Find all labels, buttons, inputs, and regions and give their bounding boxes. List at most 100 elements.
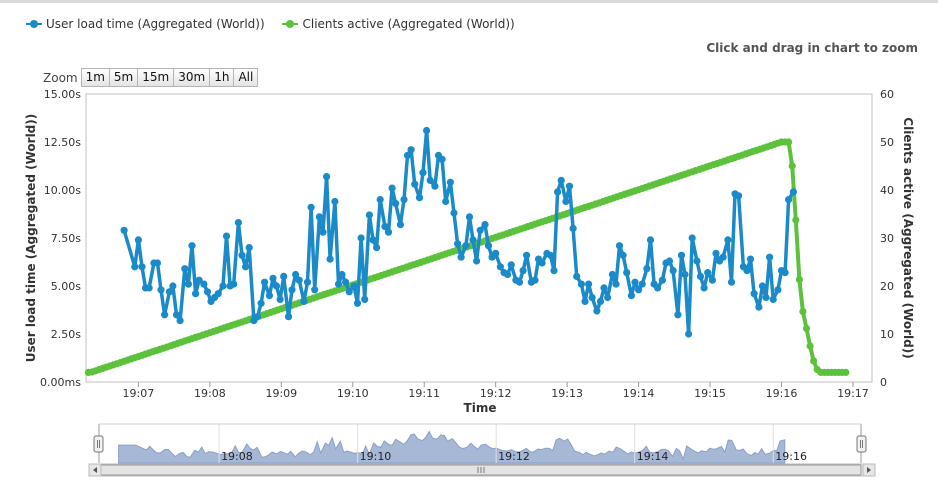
data-point-load-time [134,236,142,244]
data-point-load-time [688,234,696,242]
data-point-load-time [577,280,586,288]
y-left-tick-label: 15.00s [44,88,81,101]
data-point-clients [795,276,804,284]
x-tick-label: 19:07 [123,387,155,400]
data-point-load-time [454,240,462,248]
zoom-button-1h[interactable]: 1h [209,68,235,87]
data-point-load-time [431,182,439,190]
data-point-load-time [724,236,732,244]
handle-grip[interactable] [856,435,867,453]
data-point-load-time [681,270,689,279]
data-point-load-time [608,270,617,279]
zoom-button-all[interactable]: All [233,68,259,87]
data-point-clients [799,308,807,316]
y-right-tick-label: 30 [880,232,894,245]
data-point-load-time [426,176,434,184]
legend-label-clients-active: Clients active (Aggregated (World)) [302,17,515,31]
data-point-load-time [153,259,162,267]
data-point-load-time [315,213,323,221]
data-point-load-time [345,288,353,296]
y-right-tick-label: 20 [880,280,894,293]
data-point-clients [810,357,818,365]
data-point-load-time [450,209,458,217]
data-point-load-time [195,276,203,284]
data-point-load-time [504,270,512,279]
data-point-load-time [758,282,767,290]
data-point-load-time [331,197,339,206]
data-point-load-time [365,211,373,219]
data-point-load-time [361,295,369,303]
zoom-hint: Click and drag in chart to zoom [706,41,918,55]
zoom-button-15m[interactable]: 15m [137,68,175,87]
navigator[interactable]: 19:08 19:10 19:12 19:14 19:16 [88,423,876,477]
data-point-clients [788,162,796,170]
data-point-load-time [719,253,727,261]
data-point-load-time [423,126,431,135]
x-axis-title: Time [464,401,497,415]
data-point-load-time [192,290,200,298]
y-right-tick-label: 40 [880,184,894,197]
data-point-load-time [658,276,667,284]
data-point-load-time [727,278,736,286]
y-right-tick-label: 60 [880,88,894,101]
y-left-tick-label: 2.50s [51,328,81,341]
data-point-load-time [181,265,189,273]
data-point-load-time [785,196,793,204]
handle-grip[interactable] [93,435,104,453]
data-point-load-time [708,276,717,284]
data-point-load-time [269,274,277,282]
data-point-load-time [176,317,184,325]
x-tick-label: 19:10 [337,387,369,400]
data-point-load-time [481,221,489,229]
data-point-load-time [581,297,589,305]
legend-item-load-time[interactable]: User load time (Aggregated (World)) [26,17,265,31]
data-point-load-time [546,251,555,259]
data-point-load-time [200,280,208,288]
x-tick-label: 19:14 [623,387,655,400]
data-point-load-time [172,311,181,319]
data-point-load-time [562,197,570,206]
navigator-tick-label: 19:12 [498,450,530,463]
data-point-load-time [353,299,362,307]
data-point-load-time [403,151,412,159]
data-point-load-time [735,192,743,200]
data-point-load-time [596,297,605,305]
data-point-load-time [619,251,627,259]
data-point-load-time [169,282,177,290]
data-point-load-time [400,196,408,204]
legend-item-clients-active[interactable]: Clients active (Aggregated (World)) [282,17,515,31]
data-point-load-time [623,269,631,277]
data-point-load-time [257,299,265,307]
data-point-load-time [326,255,334,263]
navigator-handle-right[interactable] [856,435,867,453]
data-point-load-time [214,290,222,298]
y-axis-left-title: User load time (Aggregated (World)) [24,114,38,362]
data-point-load-time [554,188,562,196]
zoom-button-1m[interactable]: 1m [80,68,110,87]
data-point-load-time [573,272,581,280]
data-point-load-time [462,242,470,250]
data-point-load-time [496,263,504,271]
data-point-load-time [203,288,212,296]
navigator-tick-label: 19:16 [775,450,807,463]
y-axis-right-title: Clients active (Aggregated (World)) [901,117,915,358]
data-point-load-time [165,288,173,296]
data-point-load-time [438,155,446,163]
data-point-load-time [693,257,701,265]
navigator-handle-left[interactable] [93,435,104,453]
zoom-button-5m[interactable]: 5m [108,68,139,87]
navigator-tick-label: 19:10 [360,450,392,463]
data-point-load-time [677,251,686,259]
data-point-load-time [519,267,527,275]
top-border [0,0,938,3]
data-point-load-time [766,253,774,261]
data-point-load-time [442,197,450,206]
data-point-load-time [253,313,262,321]
data-point-load-time [465,213,474,221]
data-point-load-time [638,280,646,288]
data-point-clients [802,324,811,332]
zoom-label: Zoom [43,70,78,85]
data-point-clients [806,342,814,350]
data-point-load-time [219,282,227,290]
